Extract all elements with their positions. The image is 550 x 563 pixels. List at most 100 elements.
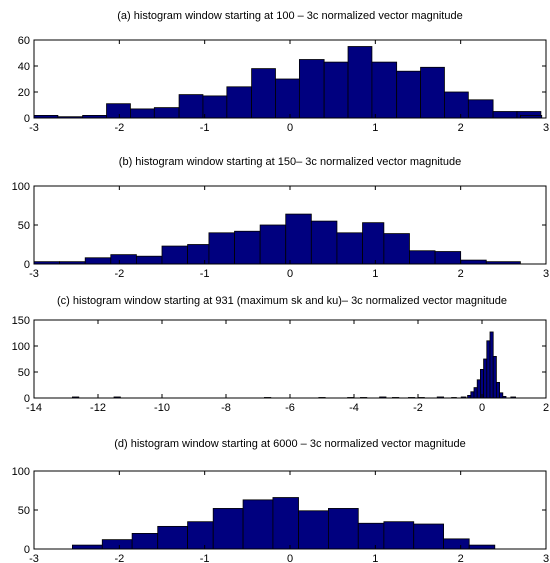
panel-d-bar [468, 544, 496, 550]
panel-b-bar [161, 245, 189, 265]
panel-a-xtick-label: -2 [114, 122, 124, 134]
panel-c-axes [33, 319, 547, 399]
panel-d-xtick-label: 1 [372, 553, 378, 563]
panel-b-title: (b) histogram window starting at 150– 3c… [119, 156, 461, 168]
panel-d-bar [72, 544, 103, 550]
panel-d-title: (d) histogram window starting at 6000 – … [114, 438, 466, 450]
panel-c-xtick-label: -6 [285, 402, 295, 414]
panel-a-xtick-label: 0 [287, 122, 293, 134]
panel-c-bar [479, 368, 484, 399]
panel-c-bar [483, 358, 488, 399]
panel-a-bar [106, 103, 131, 119]
panel-d-ytick-label: 0 [24, 544, 30, 556]
panel-c-ytick-label: 150 [12, 315, 30, 327]
panel-d-bar [383, 521, 415, 550]
panel-b-ytick-label: 0 [24, 259, 30, 271]
panel-d-bar [298, 510, 329, 550]
panel-c-bar [476, 379, 481, 399]
panel-c-xtick-label: -10 [154, 402, 170, 414]
panel-b-bar [362, 222, 385, 265]
panel-d-xtick-label: 3 [543, 553, 549, 563]
panel-d-bar [187, 521, 214, 550]
panel-d-bar [413, 523, 445, 550]
panel-c-title: (c) histogram window starting at 931 (ma… [57, 295, 507, 307]
panel-b-xtick-label: 3 [543, 268, 549, 280]
panel-a-bar [226, 86, 253, 119]
panel-c: (c) histogram window starting at 931 (ma… [12, 295, 549, 414]
panel-c-xtick-label: -8 [221, 402, 231, 414]
panel-c-xtick-label: 0 [479, 402, 485, 414]
panel-c-bar [470, 391, 475, 399]
panel-d-bar [272, 497, 299, 550]
panel-a-xtick-label: -3 [29, 122, 39, 134]
panel-b-bar [187, 244, 210, 265]
panel-a-ytick-label: 40 [18, 61, 30, 73]
panel-c-ytick-label: 50 [18, 367, 30, 379]
panel-c-xtick-label: 2 [543, 402, 549, 414]
panel-a-bar [202, 95, 228, 119]
panel-a-bar [396, 70, 421, 119]
panel-b-bar [259, 224, 287, 265]
panel-d-xtick-label: 2 [458, 553, 464, 563]
panel-b: (b) histogram window starting at 150– 3c… [12, 156, 549, 280]
panel-c-xtick-label: -4 [349, 402, 359, 414]
panel-c-xtick-label: -12 [90, 402, 106, 414]
panel-d-bar [157, 525, 188, 550]
panel-a-bar [275, 78, 300, 119]
panel-d-xtick-label: -3 [29, 553, 39, 563]
panel-b-xtick-label: -3 [29, 268, 39, 280]
panel-b-bar [460, 259, 487, 265]
panel-b-bar [135, 255, 163, 265]
panel-b-bar [383, 233, 410, 265]
panel-b-bar [336, 232, 363, 265]
panel-a-bar [371, 61, 398, 119]
panel-d-bar [443, 538, 470, 550]
panel-a-bar [298, 59, 325, 119]
panel-b-xtick-label: 0 [287, 268, 293, 280]
panel-c-bar [492, 355, 497, 399]
panel-b-bar [84, 257, 112, 265]
panel-a-xtick-label: 1 [372, 122, 378, 134]
panel-a-bar [130, 108, 155, 119]
panel-a-bar [178, 94, 204, 119]
panel-b-bar [208, 232, 235, 265]
panel-c-ytick-label: 100 [12, 341, 30, 353]
panel-c-bar [473, 387, 478, 399]
panel-b-bar [110, 254, 137, 265]
panel-b-bar [434, 251, 462, 265]
panel-a-ytick-label: 20 [18, 87, 30, 99]
panel-d-bar [327, 508, 359, 550]
panel-b-xtick-label: 2 [458, 268, 464, 280]
panel-c-xtick-label: -14 [26, 402, 42, 414]
panel-b-ytick-label: 50 [18, 220, 30, 232]
panel-a-ytick-label: 0 [24, 113, 30, 125]
panel-a-bar [347, 46, 373, 119]
panel-d-xtick-label: -2 [114, 553, 124, 563]
panel-b-bar [409, 250, 436, 265]
panel-a-bar [153, 107, 180, 119]
panel-d-xtick-label: 0 [287, 553, 293, 563]
panel-a-xtick-label: 3 [543, 122, 549, 134]
panel-b-xtick-label: -2 [114, 268, 124, 280]
panel-a-title: (a) histogram window starting at 100 – 3… [117, 10, 462, 22]
panel-c-ytick-label: 0 [24, 393, 30, 405]
panel-c-bar [486, 340, 491, 399]
panel-a-ytick-label: 60 [18, 35, 30, 47]
panel-a-bar [420, 66, 445, 119]
panel-a-bar [251, 68, 276, 119]
panel-c-xtick-label: -2 [413, 402, 423, 414]
panel-a-bar [323, 61, 349, 119]
panel-a-xtick-label: -1 [200, 122, 210, 134]
panel-d: (d) histogram window starting at 6000 – … [12, 438, 549, 563]
panel-a-bar [467, 99, 494, 119]
panel-c-bar [495, 381, 500, 399]
panel-d-ytick-label: 50 [18, 505, 30, 517]
panel-b-ytick-label: 100 [12, 181, 30, 193]
panel-d-bar [357, 522, 385, 550]
panel-b-bar [285, 213, 312, 265]
panel-c-bar [489, 331, 494, 399]
panel-a: (a) histogram window starting at 100 – 3… [18, 10, 549, 134]
panel-a-xtick-label: 2 [458, 122, 464, 134]
